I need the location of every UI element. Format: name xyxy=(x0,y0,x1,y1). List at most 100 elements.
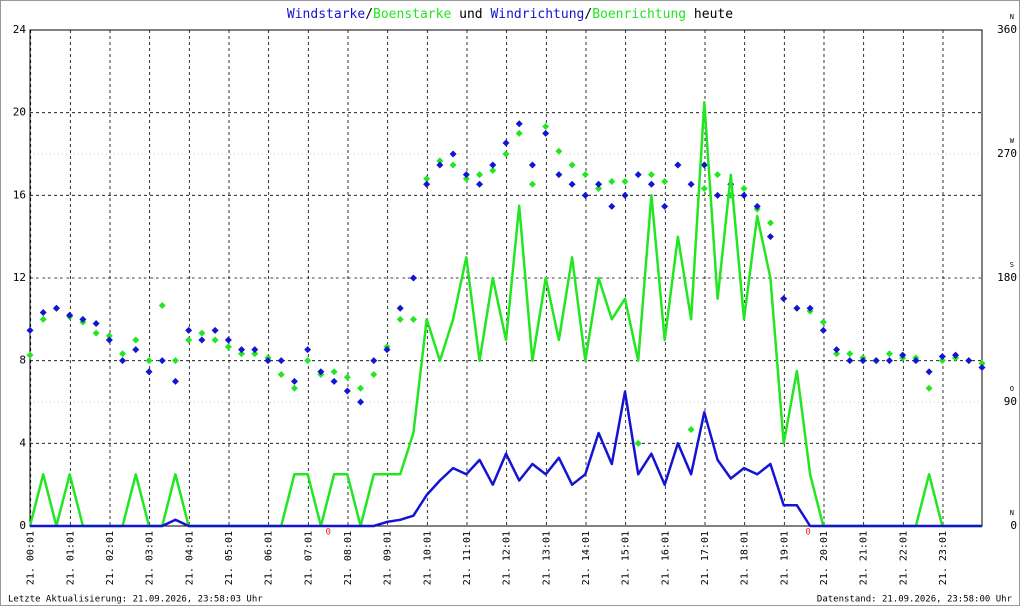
direction-marker xyxy=(198,336,206,344)
direction-marker xyxy=(171,357,179,365)
direction-marker xyxy=(52,304,60,312)
direction-marker xyxy=(965,357,973,365)
direction-marker xyxy=(185,336,193,344)
direction-marker xyxy=(449,150,457,158)
direction-marker xyxy=(793,304,801,312)
x-tick-label: 21. 10:01 xyxy=(422,531,433,585)
direction-marker xyxy=(608,202,616,210)
direction-marker xyxy=(79,315,87,323)
direction-marker xyxy=(145,357,153,365)
direction-marker xyxy=(753,202,761,210)
x-tick-label: 21. 17:01 xyxy=(700,531,711,585)
direction-marker xyxy=(938,353,946,361)
x-tick-label: 21. 13:01 xyxy=(541,531,552,585)
direction-marker xyxy=(92,319,100,327)
direction-marker xyxy=(92,329,100,337)
y2-tick-label: 0 xyxy=(1010,519,1017,532)
y-tick-label: 20 xyxy=(13,106,26,119)
direction-marker xyxy=(304,346,312,354)
direction-marker xyxy=(925,384,933,392)
footer-left: Letzte Aktualisierung: 21.09.2026, 23:58… xyxy=(8,595,263,605)
direction-marker xyxy=(581,171,589,179)
direction-marker xyxy=(211,336,219,344)
x-tick-label: 21. 05:01 xyxy=(224,531,235,585)
direction-marker xyxy=(661,202,669,210)
y2-tick-label: 270 xyxy=(997,147,1017,160)
direction-marker xyxy=(899,351,907,359)
direction-marker xyxy=(555,147,563,155)
direction-marker xyxy=(185,326,193,334)
direction-marker xyxy=(119,357,127,365)
direction-marker xyxy=(489,167,497,175)
direction-marker xyxy=(238,350,246,358)
direction-marker xyxy=(396,315,404,323)
direction-marker xyxy=(912,357,920,365)
direction-marker xyxy=(819,326,827,334)
title-part: und xyxy=(451,7,490,22)
x-tick-label: 21. 22:01 xyxy=(898,531,909,585)
direction-marker xyxy=(740,184,748,192)
direction-marker xyxy=(978,364,986,372)
direction-marker xyxy=(370,370,378,378)
direction-marker xyxy=(290,377,298,385)
direction-marker xyxy=(846,350,854,358)
direction-marker xyxy=(476,171,484,179)
title-part: Windstarke xyxy=(287,7,365,22)
direction-marker xyxy=(132,336,140,344)
direction-marker xyxy=(158,302,166,310)
direction-marker xyxy=(687,426,695,434)
title-part: Boenstarke xyxy=(373,7,451,22)
direction-marker xyxy=(502,150,510,158)
direction-marker xyxy=(409,274,417,282)
direction-marker xyxy=(661,178,669,186)
direction-marker xyxy=(555,171,563,179)
direction-marker xyxy=(462,171,470,179)
direction-marker xyxy=(568,161,576,169)
x-tick-label: 21. 18:01 xyxy=(740,531,751,585)
y2-direction-label: N xyxy=(1010,13,1014,21)
direction-marker xyxy=(819,318,827,326)
direction-marker xyxy=(700,161,708,169)
y-tick-label: 8 xyxy=(19,354,26,367)
direction-marker xyxy=(423,180,431,188)
direction-marker xyxy=(872,357,880,365)
annotation: 0 xyxy=(325,528,330,538)
direction-marker xyxy=(409,315,417,323)
direction-marker xyxy=(370,357,378,365)
direction-marker xyxy=(198,329,206,337)
direction-marker xyxy=(476,180,484,188)
x-tick-label: 21. 06:01 xyxy=(264,531,275,585)
direction-marker xyxy=(740,191,748,199)
footer-right: Datenstand: 21.09.2026, 23:58:00 Uhr xyxy=(817,595,1013,605)
direction-marker xyxy=(714,171,722,179)
x-tick-label: 21. 23:01 xyxy=(938,531,949,585)
direction-marker xyxy=(806,304,814,312)
direction-marker xyxy=(885,357,893,365)
direction-marker xyxy=(925,368,933,376)
direction-marker xyxy=(528,180,536,188)
direction-marker xyxy=(859,357,867,365)
x-tick-label: 21. 07:01 xyxy=(303,531,314,585)
direction-marker xyxy=(647,171,655,179)
y2-direction-label: S xyxy=(1010,261,1014,269)
x-tick-label: 21. 14:01 xyxy=(581,531,592,585)
direction-marker xyxy=(224,336,232,344)
direction-marker xyxy=(462,175,470,183)
direction-marker xyxy=(568,180,576,188)
direction-marker xyxy=(634,171,642,179)
direction-marker xyxy=(780,295,788,303)
y-tick-label: 12 xyxy=(13,271,26,284)
direction-marker xyxy=(145,368,153,376)
direction-marker xyxy=(621,191,629,199)
direction-marker xyxy=(343,373,351,381)
direction-marker xyxy=(330,368,338,376)
direction-marker xyxy=(647,180,655,188)
x-tick-label: 21. 08:01 xyxy=(343,531,354,585)
direction-marker xyxy=(277,357,285,365)
direction-marker xyxy=(343,387,351,395)
direction-marker xyxy=(251,346,259,354)
x-tick-label: 21. 01:01 xyxy=(65,531,76,585)
direction-marker xyxy=(766,219,774,227)
direction-marker xyxy=(700,184,708,192)
y2-direction-label: N xyxy=(1010,509,1014,517)
